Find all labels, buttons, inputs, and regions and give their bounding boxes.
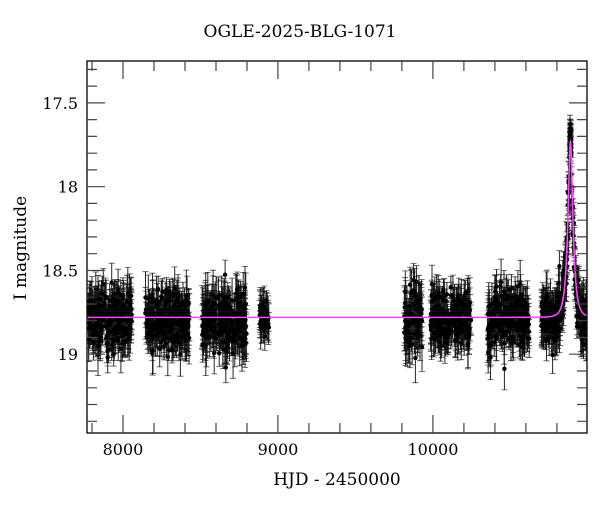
x-tick-label: 8000 [103, 440, 144, 459]
x-axis-label: HJD - 2450000 [273, 470, 401, 490]
photometry-points [87, 114, 587, 391]
y-tick-label: 18.5 [42, 261, 78, 280]
x-tick-label: 10000 [407, 440, 458, 459]
plot-axes: 8000 9000 10000 17.5 18 18.5 19 [42, 60, 588, 459]
chart-title: OGLE-2025-BLG-1071 [203, 22, 397, 42]
x-tick-label: 9000 [258, 440, 299, 459]
model-curve [87, 138, 587, 319]
y-tick-label: 19 [58, 345, 78, 364]
y-tick-label: 18 [58, 178, 78, 197]
y-tick-label: 17.5 [42, 94, 78, 113]
